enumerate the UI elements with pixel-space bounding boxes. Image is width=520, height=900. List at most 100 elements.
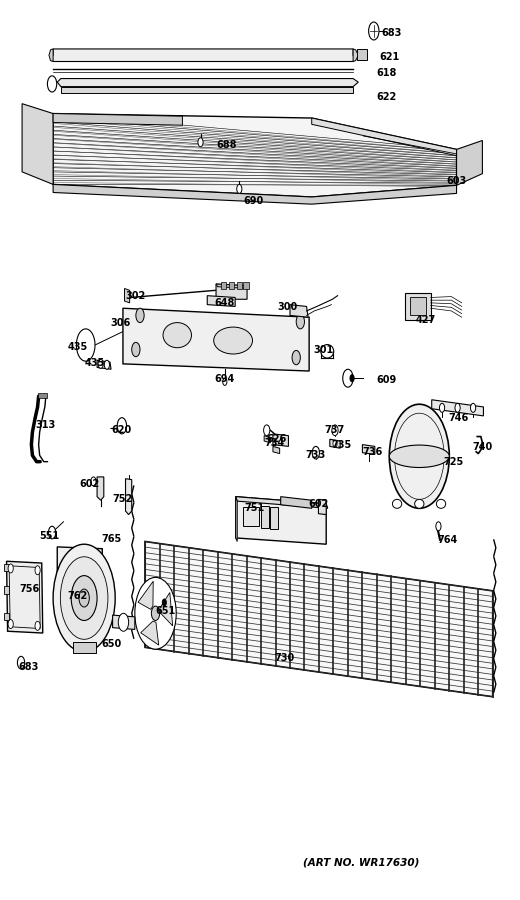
Circle shape <box>343 369 353 387</box>
Polygon shape <box>53 184 457 204</box>
Polygon shape <box>311 118 457 156</box>
Polygon shape <box>22 104 53 184</box>
Circle shape <box>162 598 166 606</box>
Circle shape <box>76 328 95 361</box>
Text: 740: 740 <box>472 442 492 453</box>
Circle shape <box>35 621 40 630</box>
Text: 756: 756 <box>20 584 40 594</box>
Text: 683: 683 <box>382 28 402 38</box>
Text: 620: 620 <box>111 426 132 436</box>
Text: 688: 688 <box>216 140 237 150</box>
Bar <box>229 283 234 289</box>
Polygon shape <box>97 360 111 369</box>
Circle shape <box>350 374 354 382</box>
Bar <box>4 564 9 572</box>
Text: 648: 648 <box>215 298 235 308</box>
Text: 725: 725 <box>444 456 464 467</box>
Text: 602: 602 <box>79 479 99 489</box>
Bar <box>73 642 96 652</box>
Circle shape <box>312 446 319 459</box>
Circle shape <box>439 403 445 412</box>
Polygon shape <box>113 615 135 629</box>
Text: 302: 302 <box>126 291 146 301</box>
Bar <box>221 283 226 289</box>
Text: 736: 736 <box>362 446 383 457</box>
Polygon shape <box>160 592 173 626</box>
Circle shape <box>71 576 97 620</box>
Bar <box>261 506 269 528</box>
Text: 683: 683 <box>19 662 39 672</box>
Text: (ART NO. WR17630): (ART NO. WR17630) <box>303 858 419 868</box>
Polygon shape <box>330 439 340 448</box>
Ellipse shape <box>389 446 449 467</box>
Ellipse shape <box>414 500 424 508</box>
Circle shape <box>53 544 115 652</box>
Polygon shape <box>273 434 289 446</box>
Text: 751: 751 <box>245 503 265 513</box>
Text: 618: 618 <box>376 68 397 78</box>
Circle shape <box>48 526 56 539</box>
Polygon shape <box>457 140 483 185</box>
Polygon shape <box>362 445 375 455</box>
Polygon shape <box>145 542 493 697</box>
Bar <box>405 293 431 320</box>
Text: 746: 746 <box>448 413 468 423</box>
Polygon shape <box>125 479 132 515</box>
Circle shape <box>223 378 227 385</box>
Bar <box>357 49 367 59</box>
Circle shape <box>18 656 24 669</box>
Circle shape <box>98 359 103 368</box>
Circle shape <box>117 418 126 434</box>
Polygon shape <box>264 436 270 443</box>
Text: 435: 435 <box>68 342 88 352</box>
Circle shape <box>136 308 144 322</box>
Text: 609: 609 <box>376 375 397 385</box>
Circle shape <box>198 138 203 147</box>
Circle shape <box>47 76 57 92</box>
Polygon shape <box>50 49 356 61</box>
Bar <box>243 507 259 526</box>
Text: 734: 734 <box>264 437 284 448</box>
Text: 735: 735 <box>331 439 352 450</box>
Ellipse shape <box>163 322 191 347</box>
Circle shape <box>332 425 338 436</box>
Circle shape <box>237 184 242 194</box>
Text: 427: 427 <box>415 315 436 325</box>
Polygon shape <box>216 284 249 289</box>
Polygon shape <box>57 547 102 604</box>
Polygon shape <box>124 289 129 303</box>
Polygon shape <box>290 304 308 317</box>
Polygon shape <box>53 113 183 125</box>
Ellipse shape <box>321 345 334 358</box>
Bar <box>243 283 249 289</box>
Bar <box>4 587 9 594</box>
Text: 733: 733 <box>306 450 326 461</box>
Text: 765: 765 <box>101 534 122 544</box>
Polygon shape <box>236 497 326 544</box>
Polygon shape <box>353 49 358 61</box>
Text: 313: 313 <box>35 420 56 430</box>
Ellipse shape <box>436 500 446 508</box>
Polygon shape <box>207 296 235 306</box>
Polygon shape <box>49 49 53 61</box>
Text: 435: 435 <box>84 358 105 368</box>
Circle shape <box>118 613 128 631</box>
Circle shape <box>8 564 14 573</box>
Circle shape <box>292 350 301 365</box>
Ellipse shape <box>393 500 402 508</box>
Polygon shape <box>236 497 328 508</box>
Polygon shape <box>7 562 43 633</box>
Circle shape <box>151 606 160 620</box>
Circle shape <box>105 360 110 369</box>
Circle shape <box>436 522 441 531</box>
Circle shape <box>369 22 379 40</box>
Text: 690: 690 <box>244 196 264 206</box>
Polygon shape <box>57 78 358 86</box>
Polygon shape <box>53 113 457 197</box>
Text: 622: 622 <box>376 93 397 103</box>
Circle shape <box>264 425 270 436</box>
Text: 301: 301 <box>314 345 334 355</box>
Circle shape <box>91 477 96 486</box>
Ellipse shape <box>214 327 253 354</box>
Circle shape <box>471 403 476 412</box>
